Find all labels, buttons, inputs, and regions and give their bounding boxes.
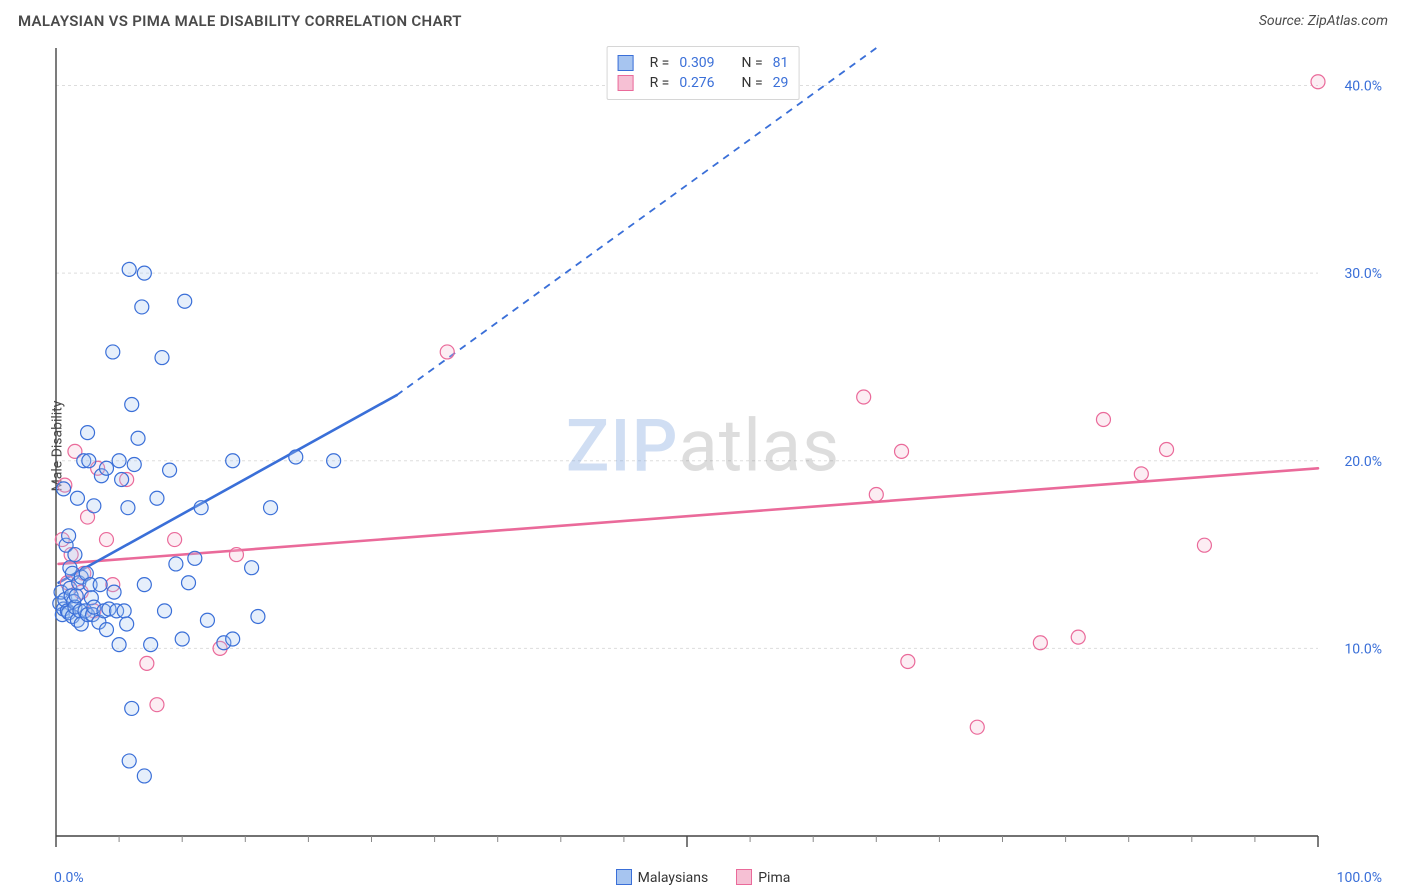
bottom-legend: Malaysians Pima (616, 869, 791, 886)
stats-r-label: R = (650, 75, 670, 91)
chart-source: Source: ZipAtlas.com (1259, 13, 1388, 29)
stats-r-label: R = (650, 55, 670, 71)
stats-r-value: 0.276 (679, 75, 714, 91)
stats-r-value: 0.309 (679, 55, 714, 71)
legend-item-pima: Pima (736, 869, 790, 886)
svg-text:30.0%: 30.0% (1344, 266, 1382, 282)
svg-text:20.0%: 20.0% (1344, 454, 1382, 470)
x-axis-min-label: 0.0% (54, 870, 84, 886)
chart-header: MALAYSIAN VS PIMA MALE DISABILITY CORREL… (0, 0, 1406, 38)
chart-footer: 0.0% Malaysians Pima 100.0% (18, 869, 1388, 886)
chart-area: Male Disability ZIPatlas 10.0%20.0%30.0%… (18, 42, 1388, 850)
chart-title: MALAYSIAN VS PIMA MALE DISABILITY CORREL… (18, 12, 462, 30)
svg-text:40.0%: 40.0% (1344, 79, 1382, 95)
stats-row-malaysians: R = 0.309 N = 81 (618, 53, 789, 73)
scatter-plot: 10.0% 20.0% 30.0% 40.0% (50, 42, 1388, 850)
legend-item-malaysians: Malaysians (616, 869, 709, 886)
stats-n-label: N = (742, 75, 763, 91)
legend-swatch (616, 869, 632, 885)
stats-n-value: 81 (773, 55, 789, 71)
legend-swatch (736, 869, 752, 885)
stats-n-label: N = (742, 55, 763, 71)
x-axis-max-label: 100.0% (1337, 870, 1382, 886)
stats-row-pima: R = 0.276 N = 29 (618, 73, 789, 93)
stats-n-value: 29 (773, 75, 789, 91)
svg-text:10.0%: 10.0% (1344, 641, 1382, 657)
correlation-stats-box: R = 0.309 N = 81R = 0.276 N = 29 (607, 46, 800, 100)
legend-swatch (618, 75, 634, 91)
legend-swatch (618, 55, 634, 71)
